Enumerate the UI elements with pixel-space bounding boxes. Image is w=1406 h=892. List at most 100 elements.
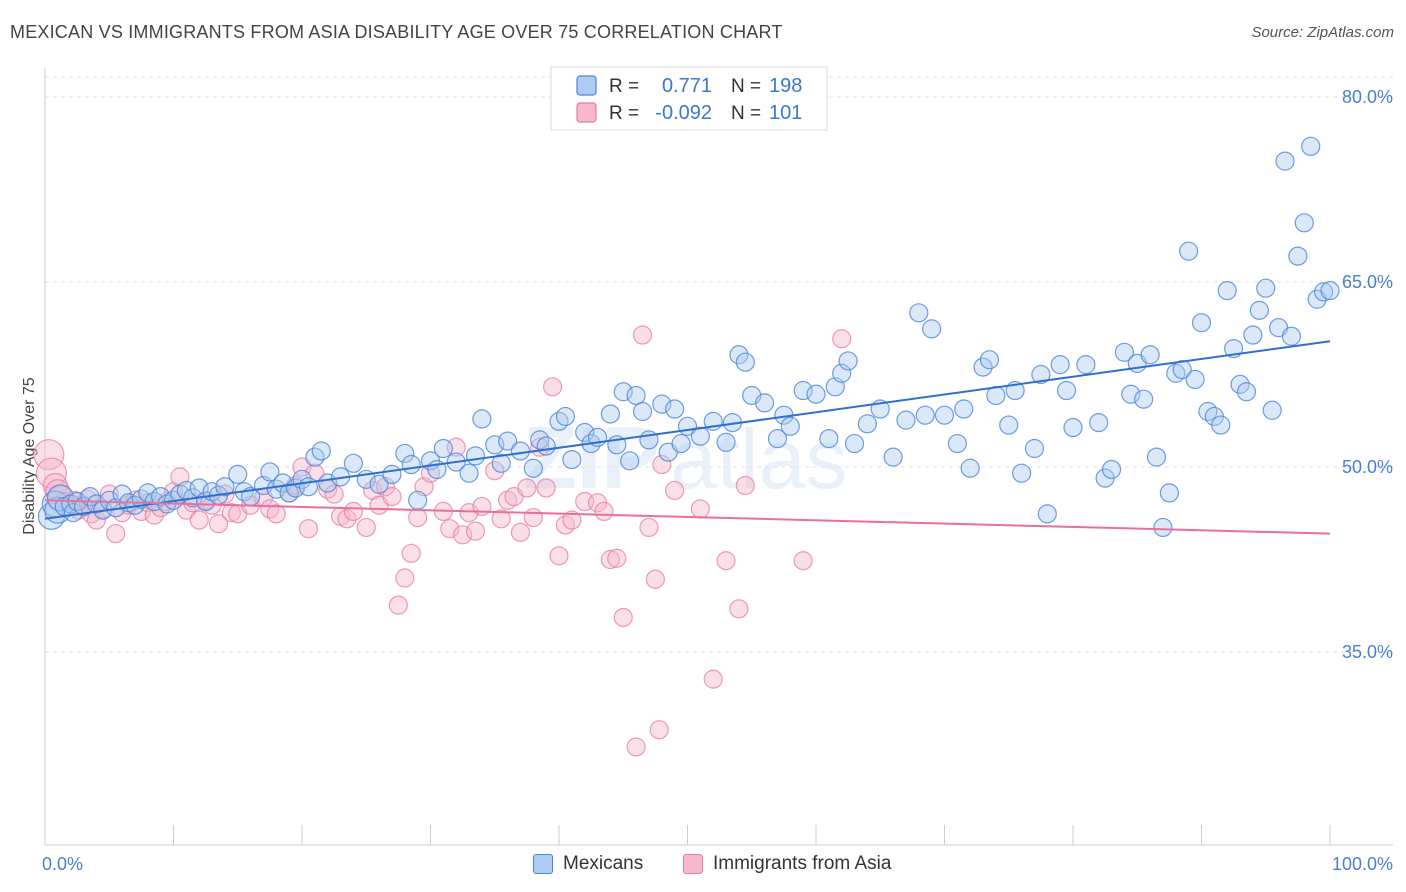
- mexicans-point-130: [1114, 342, 1135, 362]
- mexicans-point-157: [1288, 246, 1308, 266]
- mexicans-point-114: [973, 357, 993, 377]
- asia-point-90: [645, 569, 665, 589]
- mexicans-point-76: [620, 451, 640, 471]
- asia-point-69: [491, 509, 511, 529]
- legend-r-value-1: 0.771: [662, 75, 712, 97]
- mexicans-point-142: [1191, 313, 1212, 333]
- mexicans-point-135: [1146, 447, 1167, 467]
- asia-point-87: [626, 737, 646, 757]
- asia-point-72: [510, 522, 531, 542]
- asia-point-38: [260, 499, 280, 519]
- mexicans-point-50: [395, 443, 415, 464]
- asia-point-43: [298, 519, 319, 539]
- asia-point-89: [639, 517, 659, 538]
- mexicans-point-162: [1320, 281, 1340, 301]
- asia-point-68: [485, 461, 505, 481]
- mexicans-point-115: [979, 350, 1000, 370]
- y-tick-labels: 35.0% 50.0% 65.0% 80.0%: [1342, 87, 1393, 662]
- legend-r-label-1: R =: [609, 76, 639, 97]
- asia-point-79: [555, 515, 576, 535]
- mexicans-point-93: [767, 429, 788, 449]
- mexicans-point-123: [1050, 355, 1070, 375]
- mexicans-point-46: [343, 453, 363, 473]
- mexicans-point-108: [915, 405, 935, 425]
- stats-legend: R = 0.771 N = 198 R = -0.092 N = 101: [550, 66, 828, 131]
- asia-point-95: [703, 669, 723, 689]
- asia-point-96: [716, 551, 736, 571]
- mexicans-point-60: [485, 435, 505, 455]
- mexicans-point-96: [793, 380, 813, 401]
- mexicans-point-59: [472, 409, 492, 429]
- mexicans-point-112: [954, 399, 974, 419]
- y-tick-label-2: 65.0%: [1342, 272, 1393, 292]
- mexicans-point-156: [1281, 326, 1302, 346]
- mexicans-point-102: [844, 433, 865, 454]
- mexicans-point-122: [1037, 504, 1057, 524]
- mexicans-point-97: [806, 384, 826, 404]
- asia-point-66: [465, 521, 486, 541]
- mexicans-point-78: [632, 401, 653, 422]
- asia-point-85: [607, 548, 627, 568]
- mexicans-point-125: [1063, 417, 1083, 438]
- mexicans-point-35: [260, 462, 280, 482]
- mexicans-point-83: [671, 433, 691, 454]
- asia-point-94: [690, 499, 710, 519]
- x-tick-labels: 0.0% 100.0%: [42, 854, 1393, 874]
- mexicans-point-153: [1262, 400, 1282, 420]
- legend-swatch-mexicans: [576, 75, 597, 96]
- asia-point-32: [208, 514, 229, 534]
- series-mexicans: [37, 136, 1340, 538]
- mexicans-point-6: [63, 503, 83, 523]
- asia-point-77: [542, 377, 563, 397]
- mexicans-point-105: [883, 447, 903, 467]
- legend-n-label-1: N =: [731, 76, 761, 97]
- asia-point-83: [594, 501, 614, 521]
- mexicans-point-82: [665, 399, 685, 419]
- mexicans-point-67: [549, 411, 569, 431]
- mexicans-point-98: [819, 429, 839, 449]
- mexicans-point-55: [433, 438, 453, 459]
- mexicans-point-140: [1179, 241, 1199, 261]
- asia-point-22: [144, 505, 164, 525]
- mexicans-point-87: [716, 432, 736, 452]
- asia-point-93: [665, 480, 685, 501]
- y-tick-label-3: 80.0%: [1342, 87, 1393, 107]
- mexicans-point-145: [1211, 415, 1231, 435]
- asia-point-39: [266, 504, 286, 524]
- mexicans-point-52: [408, 490, 428, 510]
- mexicans-point-31: [228, 464, 248, 484]
- series-immigrants-from-asia: [33, 325, 852, 757]
- bottom-legend-label-mexicans: Mexicans: [563, 853, 644, 874]
- mexicans-point-106: [896, 410, 916, 430]
- legend-r-label-2: R =: [609, 103, 639, 124]
- mexicans-point-63: [510, 441, 531, 461]
- mexicans-point-124: [1056, 380, 1077, 401]
- mexicans-point-139: [1172, 359, 1192, 380]
- mexicans-point-80: [652, 394, 672, 414]
- mexicans-point-57: [459, 463, 479, 483]
- mexicans-point-119: [1011, 463, 1032, 483]
- legend-r-value-2: -0.092: [655, 102, 712, 124]
- mexicans-point-20: [151, 487, 171, 507]
- mexicans-point-141: [1185, 369, 1205, 390]
- mexicans-point-49: [382, 464, 402, 484]
- asia-point-84: [600, 549, 621, 570]
- mexicans-point-133: [1134, 389, 1154, 409]
- mexicans-point-89: [729, 345, 749, 365]
- asia-point-16: [106, 523, 126, 544]
- asia-point-78: [549, 546, 569, 566]
- legend-n-label-2: N =: [731, 103, 761, 124]
- asia-point-64: [453, 525, 473, 545]
- mexicans-point-66: [536, 436, 556, 456]
- y-tick-label-0: 35.0%: [1342, 642, 1393, 662]
- mexicans-point-61: [491, 453, 511, 473]
- mexicans-point-64: [523, 458, 543, 478]
- mexicans-point-62: [498, 431, 518, 451]
- mexicans-point-77: [626, 385, 646, 406]
- watermark-zip: ZIP: [523, 408, 660, 507]
- asia-point-34: [221, 503, 241, 523]
- bottom-legend-item-mexicans: Mexicans: [533, 853, 643, 875]
- mexicans-point-103: [857, 414, 878, 434]
- mexicans-point-136: [1153, 517, 1173, 538]
